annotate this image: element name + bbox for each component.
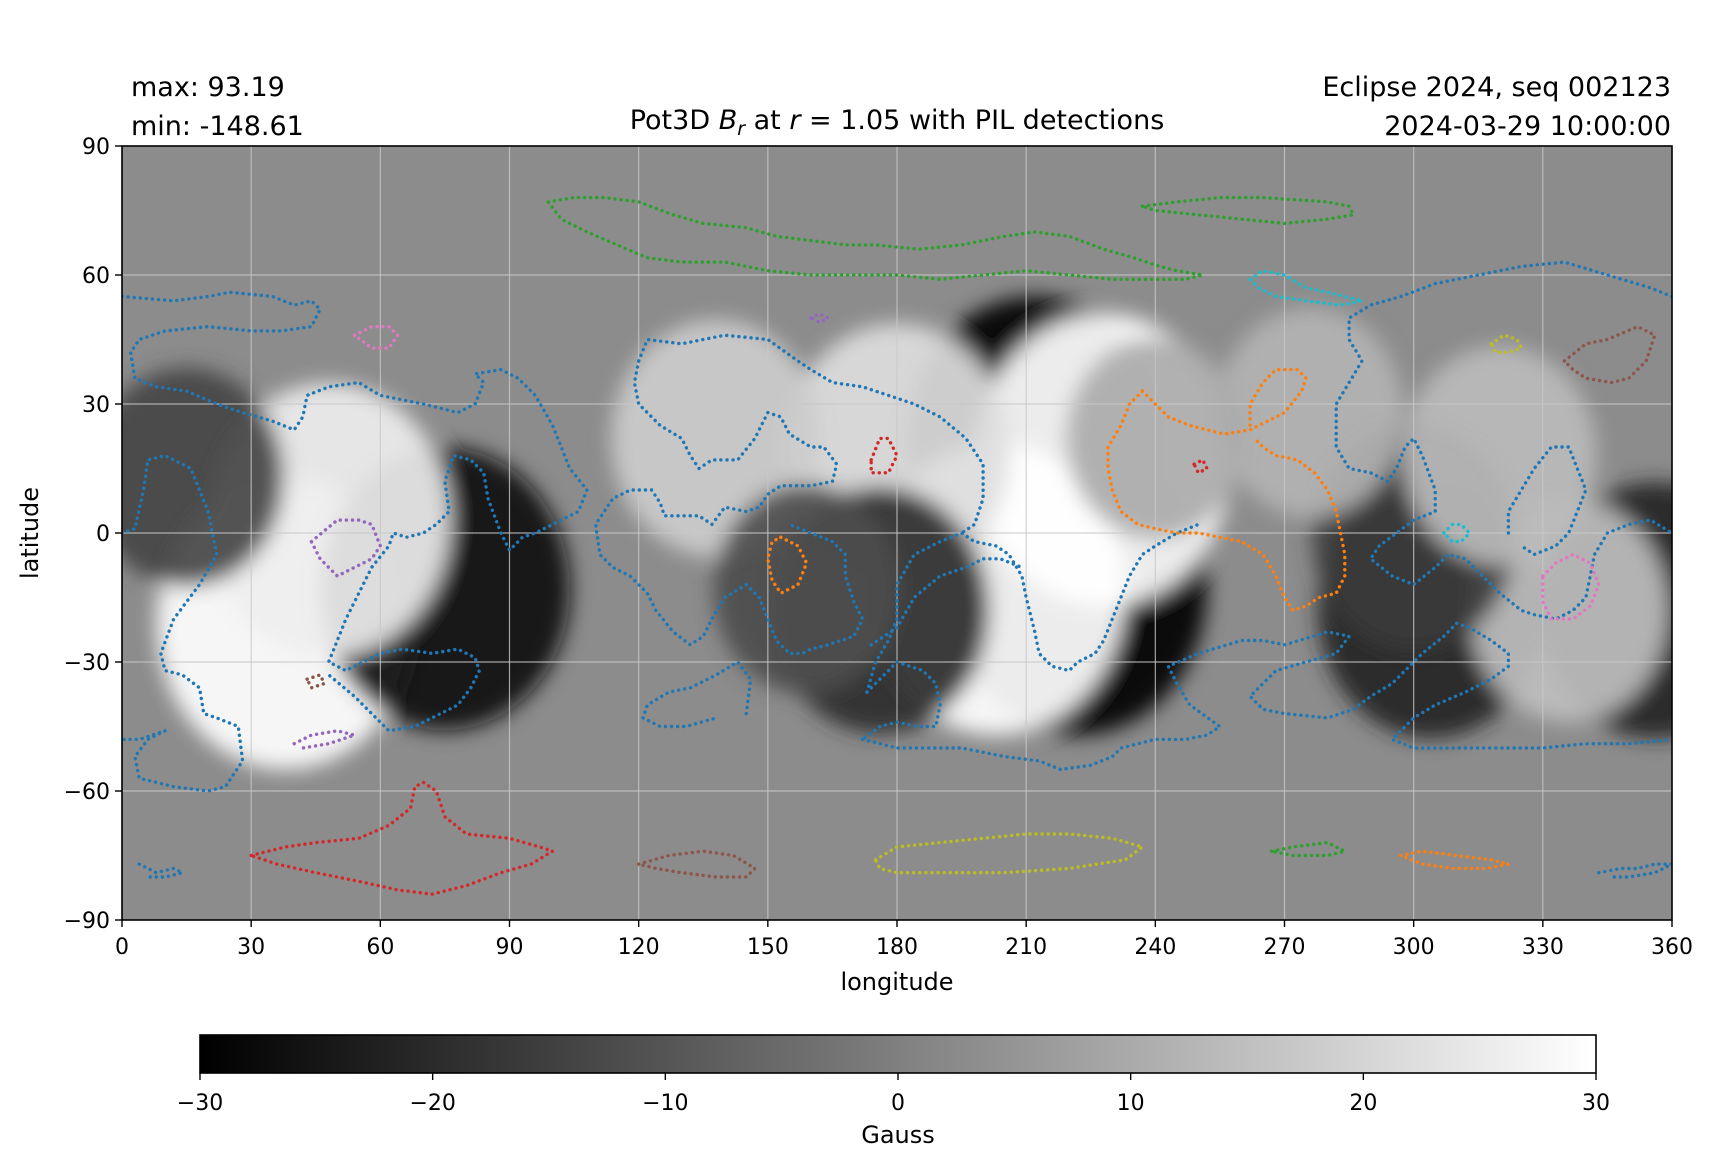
pil-contour (137, 862, 185, 879)
max-label: max: 93.19 (131, 72, 285, 103)
y-tick-label: 90 (82, 135, 110, 160)
pil-contour (869, 557, 1024, 647)
x-tick-label: 90 (496, 935, 524, 960)
pil-contour (1442, 522, 1472, 544)
y-ticks: 90 60 30 0 −30 −60 −90 (64, 135, 122, 934)
pil-contour (1562, 324, 1657, 385)
pil-contour (305, 673, 327, 690)
x-tick-label: 120 (618, 935, 660, 960)
y-tick-label: −90 (64, 909, 110, 934)
pil-contour (865, 522, 1201, 694)
pil-contour (546, 195, 1205, 281)
title-suffix: = 1.05 with PIL detections (800, 105, 1164, 136)
x-tick-label: 240 (1134, 935, 1176, 960)
pil-contour (249, 780, 555, 896)
y-tick-label: −30 (64, 651, 110, 676)
pil-contour (1106, 389, 1347, 613)
pil-contour (1269, 840, 1347, 858)
title-sub: r (737, 118, 746, 140)
colorbar-tick-label: 0 (891, 1091, 905, 1116)
pil-contour (869, 436, 899, 475)
pil-contour (641, 660, 753, 729)
y-tick-label: 60 (82, 264, 110, 289)
title-prefix: Pot3D (630, 105, 719, 136)
pil-contour (1541, 552, 1601, 621)
pil-contour (1248, 269, 1364, 307)
pil-contour (1140, 367, 1308, 436)
title-mid: at (745, 105, 789, 136)
title-var: B (719, 105, 738, 136)
x-tick-label: 360 (1651, 935, 1693, 960)
x-tick-label: 0 (115, 935, 129, 960)
pil-contour (809, 312, 830, 324)
colorbar-gradient (199, 1034, 1597, 1074)
field-feature (713, 483, 900, 694)
x-tick-label: 300 (1393, 935, 1435, 960)
y-axis-label: latitude (16, 487, 44, 579)
y-tick-label: 0 (96, 522, 110, 547)
colorbar-tick-label: −30 (177, 1091, 223, 1116)
pil-contour (860, 660, 942, 742)
x-tick-label: 150 (747, 935, 789, 960)
x-ticks: 0 30 60 90 120 150 180 210 240 270 300 330 360 (115, 920, 1693, 960)
pil-contour (292, 729, 357, 750)
chart-title: Pot3D Br at r = 1.05 with PIL detections (630, 105, 1165, 140)
pil-contour (122, 290, 589, 733)
pil-contour (1597, 862, 1672, 879)
colorbar-tick-label: 20 (1349, 1091, 1377, 1116)
colorbar-tick-label: 30 (1582, 1091, 1610, 1116)
x-tick-label: 180 (876, 935, 918, 960)
pil-contour (593, 359, 865, 656)
pil-contour (637, 849, 757, 879)
pil-contour (637, 333, 985, 535)
pil-contour (1399, 849, 1511, 871)
field-feature (1402, 346, 1597, 566)
map-area (122, 146, 1672, 920)
source-line2: 2024-03-29 10:00:00 (1384, 111, 1671, 142)
pil-contour (1506, 445, 1588, 557)
y-tick-label: −60 (64, 780, 110, 805)
colorbar-tick-label: −10 (642, 1091, 688, 1116)
pil-contour (352, 324, 400, 350)
colorbar-tick-label: −20 (409, 1091, 455, 1116)
pil-contour (1334, 260, 1672, 621)
source-line1: Eclipse 2024, seq 002123 (1322, 72, 1671, 103)
x-tick-label: 210 (1005, 935, 1047, 960)
pil-layer (122, 195, 1672, 896)
x-tick-label: 60 (366, 935, 394, 960)
colorbar-tick-label: 10 (1117, 1091, 1145, 1116)
field-feature (122, 367, 284, 587)
y-tick-label: 30 (82, 393, 110, 418)
min-label: min: -148.61 (131, 111, 304, 142)
title-r: r (789, 105, 802, 136)
colorbar-label: Gauss (861, 1121, 935, 1149)
pil-contour (122, 453, 245, 793)
colorbar-ticks: −30 −20 −10 0 10 20 30 (177, 1073, 1610, 1116)
pil-contour (860, 621, 1672, 772)
x-axis-label: longitude (840, 968, 953, 996)
x-tick-label: 30 (237, 935, 265, 960)
pil-contour (1140, 195, 1356, 226)
pil-contour (1192, 458, 1209, 475)
x-tick-label: 270 (1264, 935, 1306, 960)
x-tick-label: 330 (1522, 935, 1564, 960)
pil-contour (766, 535, 809, 595)
pil-contour (309, 518, 382, 578)
field-feature (1217, 307, 1404, 518)
